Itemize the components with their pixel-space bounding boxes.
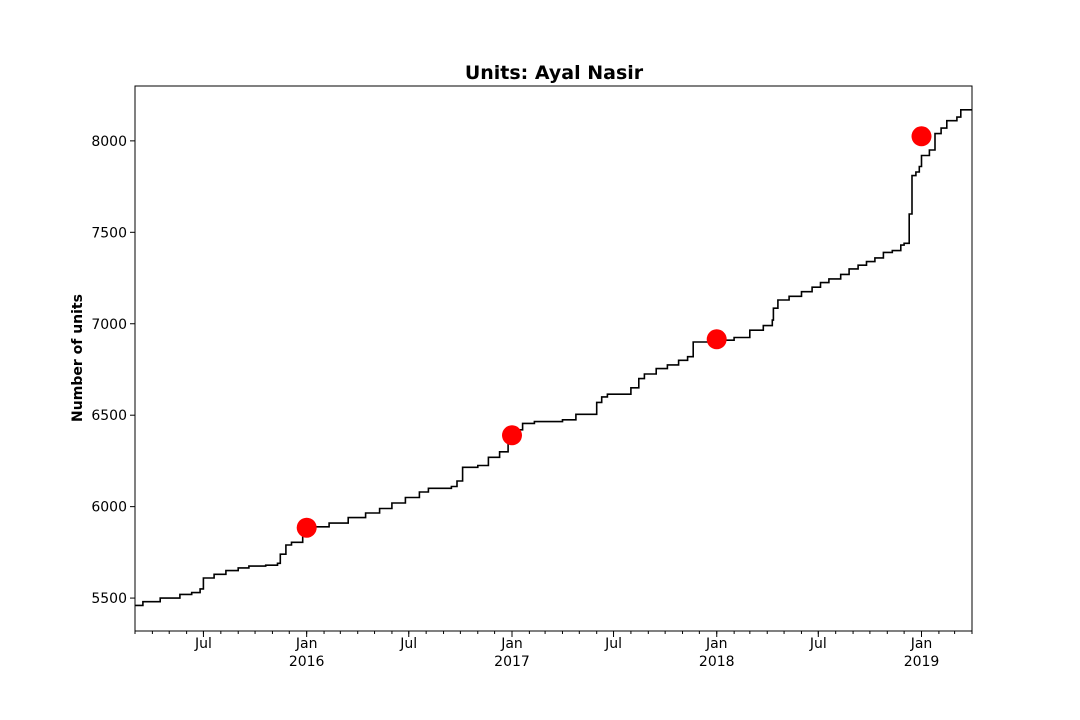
x-tick-label-3: Jan [500,636,523,652]
x-tick-label-2: Jul [399,636,417,652]
x-tick-year-2018: 2018 [699,654,735,670]
y-axis-label: Number of units [70,294,86,422]
marker-group [296,126,932,538]
data-marker-1 [296,517,317,538]
data-marker-3 [706,329,727,350]
x-tick-label-1: Jan [295,636,318,652]
chart-title: Units: Ayal Nasir [465,62,644,84]
data-marker-4 [911,126,932,147]
plot-frame [134,85,973,632]
y-tick-label-6500: 6500 [91,408,127,424]
x-tick-year-2019: 2019 [904,654,940,670]
x-tick-label-6: Jul [809,636,827,652]
series-line [135,109,972,607]
x-tick-label-0: Jul [194,636,212,652]
y-tick-label-7000: 7000 [91,317,127,333]
plot-area [135,109,972,607]
y-tick-label-7500: 7500 [91,225,127,241]
x-tick-label-4: Jul [604,636,622,652]
data-marker-2 [502,425,522,446]
y-tick-label-5500: 5500 [91,591,127,607]
x-axis: Jul Jan 2016 Jul Jan 2017 Jul Jan 2018 Jul Jan 2019 [134,631,973,670]
x-tick-label-7: Jan [910,636,933,652]
x-tick-label-5: Jan [705,636,728,652]
x-tick-year-2017: 2017 [494,654,530,670]
y-tick-label-6000: 6000 [91,500,127,516]
y-axis: 5500 6000 6500 7000 7500 8000 [91,134,135,607]
x-tick-year-2016: 2016 [289,654,325,670]
y-tick-label-8000: 8000 [91,134,127,150]
